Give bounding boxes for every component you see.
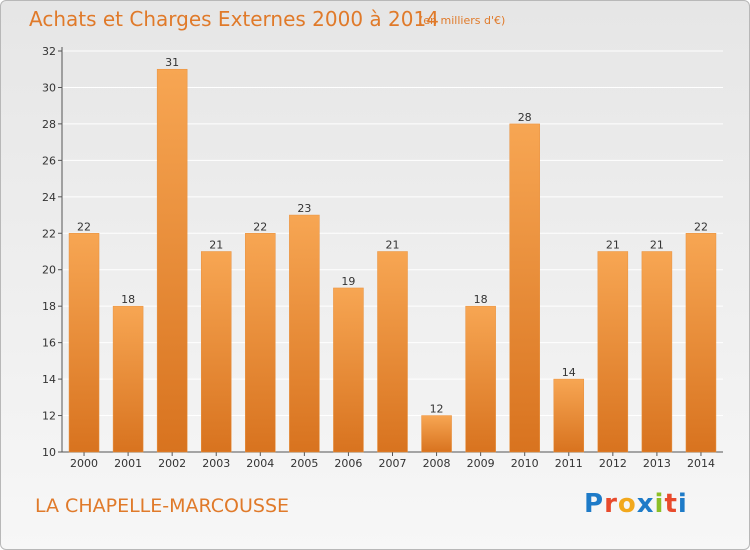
bar-2011	[553, 378, 585, 453]
bar-2004	[245, 233, 276, 453]
y-tick-label: 14	[42, 373, 56, 386]
data-label: 31	[165, 56, 179, 69]
bar-2000	[68, 233, 100, 453]
chart-subtitle: (en milliers d'€)	[419, 14, 506, 27]
data-label: 12	[430, 403, 444, 416]
y-tick-label: 22	[42, 227, 56, 240]
y-tick-label: 24	[42, 191, 56, 204]
data-label: 18	[121, 293, 135, 306]
x-tick-label: 2005	[290, 457, 318, 470]
y-tick-label: 16	[42, 337, 56, 350]
data-label: 21	[606, 239, 620, 252]
data-label: 28	[518, 111, 532, 124]
x-tick-label: 2013	[643, 457, 671, 470]
data-label: 22	[77, 220, 91, 233]
data-label: 21	[650, 239, 664, 252]
data-label: 18	[474, 293, 488, 306]
data-label: 21	[386, 239, 400, 252]
x-tick-label: 2001	[114, 457, 142, 470]
bars	[68, 68, 717, 453]
x-tick-label: 2012	[599, 457, 627, 470]
y-tick-label: 30	[42, 81, 56, 94]
x-tick-label: 2014	[687, 457, 715, 470]
y-tick-label: 32	[42, 45, 56, 58]
y-tick-label: 26	[42, 154, 56, 167]
x-tick-label: 2011	[555, 457, 583, 470]
x-tick-label: 2006	[334, 457, 362, 470]
y-tick-label: 10	[42, 446, 56, 459]
bar-2006	[333, 287, 364, 453]
bar-2008	[421, 415, 452, 453]
x-tick-label: 2007	[379, 457, 407, 470]
y-tick-label: 12	[42, 410, 56, 423]
bar-2012	[597, 251, 629, 453]
brand-logo: Proxiti	[584, 489, 688, 519]
y-tick-label: 18	[42, 300, 56, 313]
commune-name: LA CHAPELLE-MARCOUSSE	[35, 495, 290, 517]
bar-2007	[377, 251, 408, 453]
data-label: 19	[341, 275, 355, 288]
bar-2005	[289, 214, 320, 453]
x-tick-label: 2003	[202, 457, 230, 470]
bar-2002	[156, 68, 188, 453]
data-label: 14	[562, 366, 576, 379]
data-label: 22	[253, 220, 267, 233]
x-tick-label: 2004	[246, 457, 274, 470]
bar-2003	[200, 251, 232, 453]
x-tick-label: 2000	[70, 457, 98, 470]
y-tick-label: 20	[42, 264, 56, 277]
data-label: 22	[694, 220, 708, 233]
bar-2009	[465, 305, 496, 453]
x-tick-label: 2002	[158, 457, 186, 470]
data-label: 21	[209, 239, 223, 252]
bar-2013	[641, 251, 673, 453]
bar-2001	[112, 305, 144, 453]
x-tick-label: 2009	[467, 457, 495, 470]
chart-title: Achats et Charges Externes 2000 à 2014	[29, 7, 439, 31]
data-label: 23	[297, 202, 311, 215]
bar-2014	[685, 233, 717, 453]
x-tick-label: 2010	[511, 457, 539, 470]
bar-2010	[509, 123, 540, 453]
y-tick-label: 28	[42, 118, 56, 131]
x-tick-label: 2008	[423, 457, 451, 470]
labels: 10 12 14 16 18 20 22 24 26 28 30 32 22 2000 18 2001 31 20…	[42, 45, 715, 470]
